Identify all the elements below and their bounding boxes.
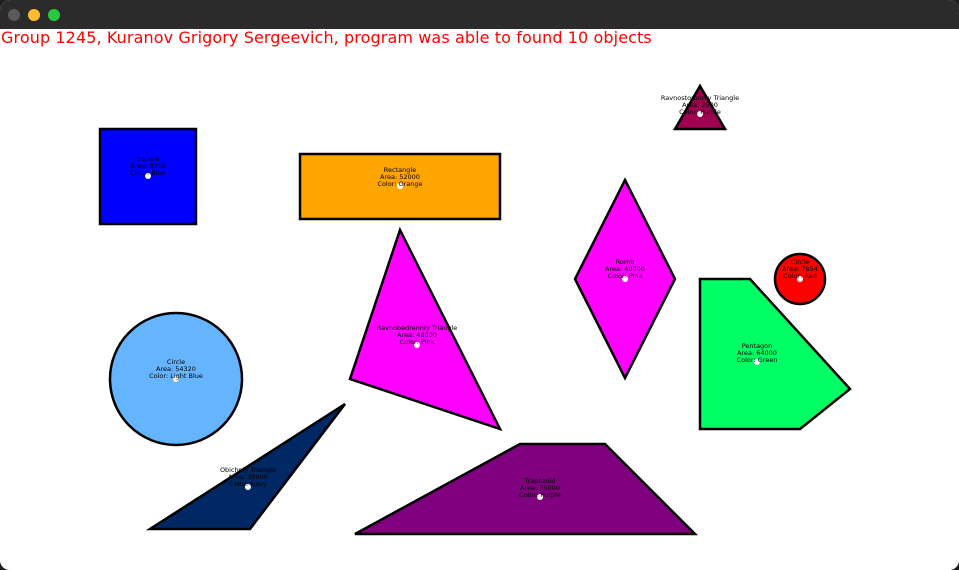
obichniy-triangle-color-label: Color: Navy [229,480,267,488]
close-button[interactable] [8,9,20,21]
circle-red-color-label: Color: Red [783,272,816,280]
rectangle-center-dot [397,183,403,189]
pentagon-color-label: Color: Green [737,356,778,364]
ravnobedrenniy-triangle-area-label: Area: 48000 [397,331,437,339]
pentagon-center-dot [754,359,760,365]
minimize-button[interactable] [28,9,40,21]
rectangle-area-label: Area: 52000 [380,173,420,181]
circle-red-name-label: Circle [791,258,809,266]
circle-light-blue-color-label: Color: Light Blue [149,372,203,380]
romb-center-dot [622,276,628,282]
square-center-dot [145,173,151,179]
shape-obichniy-triangle: Obichniy Triangle Area: 30000 Color: Nav… [145,402,346,531]
maximize-button[interactable] [48,9,60,21]
shape-square: Square Area: 9216 Color: Blue [98,127,198,226]
ravnobedrenniy-triangle-color-label: Color: Pink [400,338,435,346]
header-caption: Group 1245, Kuranov Grigory Sergeevich, … [1,28,652,47]
circle-light-blue-center-dot [173,376,179,382]
circle-light-blue-name-label: Circle [167,358,185,366]
ravnobedrenniy-triangle-name-label: Ravnobedrenniy Triangle [377,324,458,332]
title-bar [0,0,959,30]
trapezoid-color-label: Color: Purple [519,491,561,499]
obichniy-triangle-shape [145,402,346,531]
pentagon-name-label: Pentagon [742,342,773,350]
ravnostoronniy-triangle-shape [672,83,728,131]
circle-red-center-dot [797,276,803,282]
romb-color-label: Color: Pink [608,272,643,280]
shape-circle-light-blue: Circle Area: 54320 Color: Light Blue [108,311,244,447]
shape-pentagon: Pentagon Area: 64000 Color: Green [698,277,852,431]
romb-name-label: Romb [616,258,635,266]
ravnobedrenniy-triangle-shape [348,226,503,432]
square-area-label: Area: 9216 [130,162,166,170]
ravnostoronniy-triangle-name-label: Ravnostoronniy Triangle [661,94,739,102]
rectangle-color-label: Color: Orange [377,180,422,188]
shape-ravnostoronniy-triangle: Ravnostoronniy Triangle Area: 2500 Color… [661,83,739,131]
obichniy-triangle-area-label: Area: 30000 [228,473,268,481]
trapezoid-shape [354,442,699,536]
image-canvas: Group 1245, Kuranov Grigory Sergeevich, … [0,29,959,570]
pentagon-area-label: Area: 64000 [737,349,777,357]
pentagon-shape [698,277,852,431]
ravnobedrenniy-triangle-center-dot [414,342,420,348]
obichniy-triangle-center-dot [245,484,251,490]
ravnostoronniy-triangle-center-dot [697,111,703,117]
rectangle-name-label: Rectangle [384,166,416,174]
circle-red-area-label: Area: 7854 [782,265,818,273]
shape-ravnobedrenniy-triangle: Ravnobedrenniy Triangle Area: 48000 Colo… [348,226,503,432]
ravnostoronniy-triangle-area-label: Area: 2500 [682,101,718,109]
circle-light-blue-area-label: Area: 54320 [156,365,196,373]
trapezoid-center-dot [537,494,543,500]
shape-romb: Romb Area: 40000 Color: Pink [573,177,677,381]
shape-rectangle: Rectangle Area: 52000 Color: Orange [298,152,502,221]
trapezoid-area-label: Area: 75000 [520,484,560,492]
ravnostoronniy-triangle-color-label: Color: Purple [679,108,721,116]
shape-trapezoid: Trapezoid Area: 75000 Color: Purple [354,442,699,536]
square-name-label: Square [137,155,160,163]
trapezoid-name-label: Trapezoid [523,477,555,485]
shapes-scene: Square Area: 9216 Color: Blue Rectangle … [98,83,852,536]
obichniy-triangle-name-label: Obichniy Triangle [220,466,276,474]
square-color-label: Color: Blue [130,169,166,177]
romb-area-label: Area: 40000 [605,265,645,273]
shape-circle-red: Circle Area: 7854 Color: Red [773,252,827,306]
